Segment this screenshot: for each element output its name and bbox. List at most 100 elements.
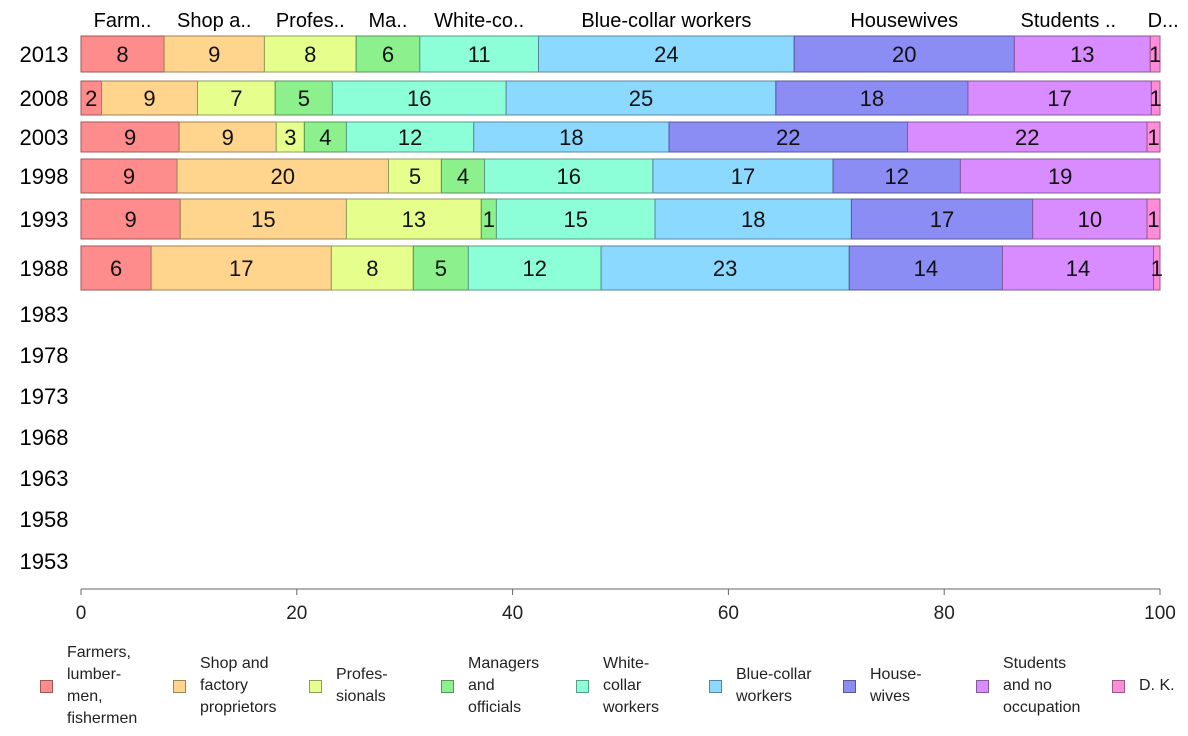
bar-value-label: 24 <box>654 42 678 67</box>
legend-label: House- wives <box>870 666 922 705</box>
bar-value-label: 18 <box>559 125 583 150</box>
bar-value-label: 25 <box>629 86 653 111</box>
bar-segment <box>440 158 486 194</box>
bar-segment <box>331 80 507 116</box>
year-label: 1968 <box>20 425 69 450</box>
year-label: 2013 <box>20 42 69 67</box>
bar-segment <box>176 158 390 194</box>
bar-segment <box>163 35 265 73</box>
bar-value-label: 18 <box>741 207 765 232</box>
bar-segment <box>1150 80 1161 116</box>
bar-value-label: 9 <box>123 164 135 189</box>
x-tick-label: 80 <box>934 603 955 624</box>
year-label: 1998 <box>20 164 69 189</box>
bar-value-label: 23 <box>713 256 737 281</box>
year-label: 1958 <box>20 507 69 532</box>
bar-value-label: 4 <box>457 164 469 189</box>
bar-value-label: 12 <box>884 164 908 189</box>
bar-segment <box>101 80 199 116</box>
year-label: 1983 <box>20 302 69 327</box>
year-label: 1978 <box>20 343 69 368</box>
bar-value-label: 17 <box>1047 86 1071 111</box>
bar-segment <box>467 245 602 291</box>
bar-value-label: 17 <box>930 207 954 232</box>
legend-swatch <box>1112 679 1125 693</box>
bar-value-label: 14 <box>914 256 938 281</box>
bar-value-label: 5 <box>435 256 447 281</box>
bar-value-label: 6 <box>382 42 394 67</box>
bar-value-label: 3 <box>284 125 296 150</box>
series-top-label: White-co.. <box>434 10 524 32</box>
bar-segment <box>263 35 357 73</box>
x-tick-label: 20 <box>286 603 307 624</box>
bar-segment <box>775 80 969 116</box>
x-tick-label: 0 <box>76 603 87 624</box>
bar-segment <box>388 158 442 194</box>
legend-item: Students and no occupation <box>976 646 1080 726</box>
legend-swatch <box>976 679 989 693</box>
bar-value-label: 1 <box>1151 256 1163 281</box>
bar-segment <box>668 121 909 153</box>
bar-value-label: 1 <box>1150 86 1162 111</box>
bar-value-label: 16 <box>556 164 580 189</box>
bar-segment <box>179 198 347 240</box>
year-label: 1953 <box>20 549 69 574</box>
series-top-label: Students .. <box>1020 10 1116 32</box>
bar-segment <box>1149 35 1161 73</box>
series-top-label: D... <box>1148 10 1179 32</box>
bar-segment <box>1146 121 1161 153</box>
bar-value-label: 16 <box>407 86 431 111</box>
bar-value-label: 17 <box>731 164 755 189</box>
legend-swatch <box>173 679 186 693</box>
bar-segment <box>850 198 1034 240</box>
year-label: 2008 <box>20 86 69 111</box>
bar-segment <box>330 245 414 291</box>
year-label: 1963 <box>20 466 69 491</box>
bar-segment <box>150 245 332 291</box>
series-top-label: Farm.. <box>94 10 152 32</box>
x-tick-label: 40 <box>502 603 523 624</box>
bar-segment <box>303 121 347 153</box>
bar-segment <box>345 198 482 240</box>
series-top-label: Profes.. <box>276 10 345 32</box>
legend-label: Shop and factory proprietors <box>200 655 277 716</box>
year-label: 1973 <box>20 384 69 409</box>
legend-swatch <box>441 679 454 693</box>
legend-swatch <box>576 679 589 693</box>
bar-segment <box>80 121 180 153</box>
x-tick-label: 100 <box>1144 603 1176 624</box>
bar-segment <box>793 35 1015 73</box>
bar-segment <box>412 245 469 291</box>
bar-segment <box>197 80 276 116</box>
bar-value-label: 13 <box>1070 42 1094 67</box>
bar-value-label: 9 <box>222 125 234 150</box>
year-label: 2003 <box>20 125 69 150</box>
series-top-label: Blue-collar workers <box>581 10 751 32</box>
bar-value-label: 7 <box>230 86 242 111</box>
bar-segment <box>1153 245 1161 291</box>
bar-value-label: 1 <box>1147 125 1159 150</box>
bar-segment <box>1001 245 1155 291</box>
x-tick-label: 60 <box>718 603 739 624</box>
bar-segment <box>537 35 795 73</box>
bar-value-label: 1 <box>483 207 495 232</box>
bar-value-label: 14 <box>1066 256 1090 281</box>
bar-value-label: 11 <box>468 42 491 67</box>
legend-item: Managers and officials <box>441 646 539 726</box>
bar-value-label: 15 <box>563 207 587 232</box>
legend-item: Farmers, lumber- men, fishermen <box>40 644 137 727</box>
legend-label: Students and no occupation <box>1003 655 1081 716</box>
bar-segment <box>274 80 333 116</box>
legend-swatch <box>709 679 722 693</box>
bar-value-label: 8 <box>366 256 378 281</box>
bar-value-label: 6 <box>110 256 122 281</box>
bar-value-label: 18 <box>860 86 884 111</box>
bar-value-label: 4 <box>319 125 331 150</box>
legend-label: Farmers, lumber- men, fishermen <box>67 644 138 727</box>
bar-segment <box>473 121 670 153</box>
year-label: 1993 <box>20 207 69 232</box>
chart-legend: Farmers, lumber- men, fishermen Shop and … <box>0 644 1188 727</box>
legend-item: D. K. <box>1112 646 1175 726</box>
bar-segment <box>80 35 165 73</box>
legend-label: D. K. <box>1139 677 1175 694</box>
